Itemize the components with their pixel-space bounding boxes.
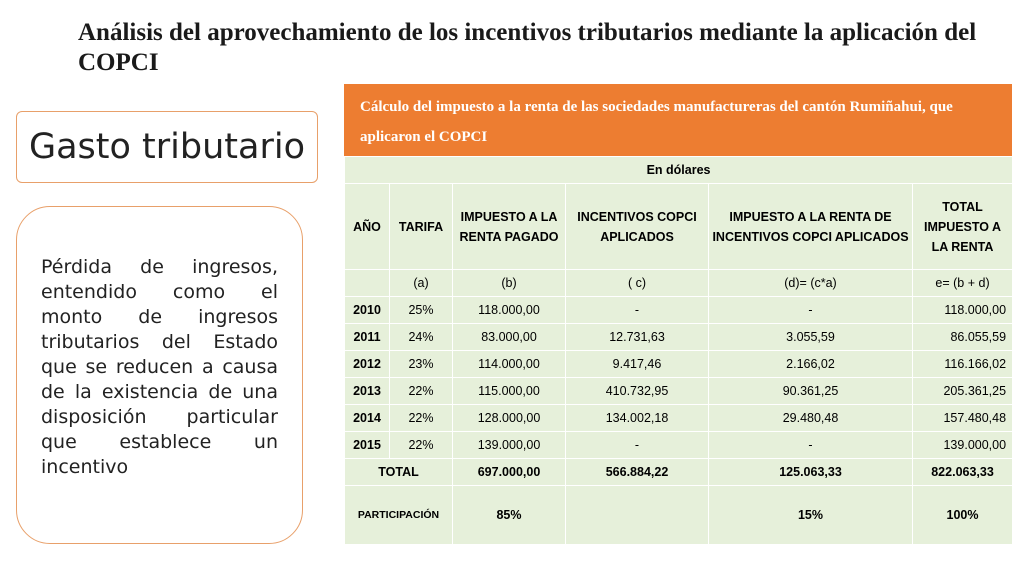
tax-incentives-cell: 2.166,02 — [708, 350, 913, 378]
formula-cell: (d)= (c*a) — [708, 269, 913, 297]
total-tax-incentives: 125.063,33 — [708, 458, 913, 486]
year-cell: 2011 — [344, 323, 390, 351]
year-cell: 2013 — [344, 377, 390, 405]
header-cell: AÑO — [344, 183, 390, 270]
table-row: 2014 22% 128.000,00 134.002,18 29.480,48… — [344, 404, 1014, 432]
formula-row: (a) (b) ( c) (d)= (c*a) e= (b + d) — [344, 269, 1014, 297]
formula-cell — [344, 269, 390, 297]
definition-text: Pérdida de ingresos, entendido como el m… — [41, 256, 278, 478]
total-row: TOTAL 697.000,00 566.884,22 125.063,33 8… — [344, 458, 1014, 486]
paid-cell: 128.000,00 — [452, 404, 566, 432]
participation-paid: 85% — [452, 485, 566, 545]
header-cell: INCENTIVOS COPCI APLICADOS — [565, 183, 709, 270]
incentives-cell: 410.732,95 — [565, 377, 709, 405]
incentives-cell: 134.002,18 — [565, 404, 709, 432]
gasto-tributario-box: Gasto tributario — [16, 111, 318, 183]
rate-cell: 22% — [389, 377, 453, 405]
definition-box: Pérdida de ingresos, entendido como el m… — [16, 206, 303, 544]
total-incentives: 566.884,22 — [565, 458, 709, 486]
participation-row: PARTICIPACIÓN 85% 15% 100% — [344, 485, 1014, 545]
incentives-cell: 12.731,63 — [565, 323, 709, 351]
paid-cell: 83.000,00 — [452, 323, 566, 351]
tax-table: En dólares AÑO TARIFA IMPUESTO A LA RENT… — [343, 156, 1014, 545]
rate-cell: 22% — [389, 404, 453, 432]
table-row: 2010 25% 118.000,00 - - 118.000,00 — [344, 296, 1014, 324]
tax-incentives-cell: - — [708, 431, 913, 459]
total-label: TOTAL — [344, 458, 453, 486]
year-cell: 2010 — [344, 296, 390, 324]
year-cell: 2015 — [344, 431, 390, 459]
total-tax-cell: 118.000,00 — [911, 296, 1014, 324]
table-row: 2013 22% 115.000,00 410.732,95 90.361,25… — [344, 377, 1014, 405]
rate-cell: 22% — [389, 431, 453, 459]
rate-cell: 25% — [389, 296, 453, 324]
table-row: 2012 23% 114.000,00 9.417,46 2.166,02 11… — [344, 350, 1014, 378]
tax-incentives-cell: 3.055,59 — [708, 323, 913, 351]
year-cell: 2014 — [344, 404, 390, 432]
paid-cell: 139.000,00 — [452, 431, 566, 459]
incentives-cell: 9.417,46 — [565, 350, 709, 378]
slide-title: Análisis del aprovechamiento de los ince… — [78, 19, 977, 76]
gasto-tributario-title: Gasto tributario — [28, 127, 305, 167]
formula-cell: (a) — [389, 269, 453, 297]
header-cell: TARIFA — [389, 183, 453, 270]
table-row: 2011 24% 83.000,00 12.731,63 3.055,59 86… — [344, 323, 1014, 351]
header-cell: TOTAL IMPUESTO A LA RENTA — [911, 183, 1014, 270]
formula-cell: ( c) — [565, 269, 709, 297]
paid-cell: 114.000,00 — [452, 350, 566, 378]
currency-note: En dólares — [343, 156, 1014, 184]
header-cell: IMPUESTO A LA RENTA DE INCENTIVOS COPCI … — [708, 183, 913, 270]
table-row: 2015 22% 139.000,00 - - 139.000,00 — [344, 431, 1014, 459]
formula-cell: (b) — [452, 269, 566, 297]
total-paid: 697.000,00 — [452, 458, 566, 486]
formula-cell: e= (b + d) — [911, 269, 1014, 297]
rate-cell: 23% — [389, 350, 453, 378]
participation-label: PARTICIPACIÓN — [344, 485, 453, 545]
tax-incentives-cell: 90.361,25 — [708, 377, 913, 405]
incentives-cell: - — [565, 431, 709, 459]
participation-tax-incentives: 15% — [708, 485, 913, 545]
rate-cell: 24% — [389, 323, 453, 351]
participation-total: 100% — [911, 485, 1014, 545]
total-tax-cell: 116.166,02 — [911, 350, 1014, 378]
year-cell: 2012 — [344, 350, 390, 378]
participation-incentives — [565, 485, 709, 545]
paid-cell: 118.000,00 — [452, 296, 566, 324]
incentives-cell: - — [565, 296, 709, 324]
tax-incentives-cell: 29.480,48 — [708, 404, 913, 432]
total-tax-cell: 205.361,25 — [911, 377, 1014, 405]
total-tax-cell: 86.055,59 — [911, 323, 1014, 351]
total-total: 822.063,33 — [911, 458, 1014, 486]
header-row: AÑO TARIFA IMPUESTO A LA RENTA PAGADO IN… — [344, 183, 1014, 270]
total-tax-cell: 157.480,48 — [911, 404, 1014, 432]
table-caption: Cálculo del impuesto a la renta de las s… — [344, 84, 1012, 156]
header-cell: IMPUESTO A LA RENTA PAGADO — [452, 183, 566, 270]
total-tax-cell: 139.000,00 — [911, 431, 1014, 459]
paid-cell: 115.000,00 — [452, 377, 566, 405]
tax-incentives-cell: - — [708, 296, 913, 324]
